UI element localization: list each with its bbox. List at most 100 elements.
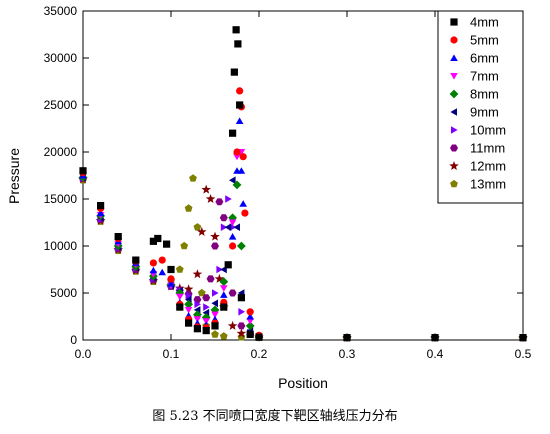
x-tick-label: 0.3 xyxy=(339,347,356,361)
legend-label: 4mm xyxy=(470,15,499,30)
data-point xyxy=(211,299,218,308)
data-point xyxy=(246,312,254,320)
legend-marker xyxy=(450,108,457,116)
data-point xyxy=(167,265,175,274)
data-point xyxy=(167,280,175,287)
data-point xyxy=(228,233,237,240)
x-tick-label: 0.4 xyxy=(427,347,444,361)
legend-marker xyxy=(450,36,458,44)
data-point xyxy=(238,308,245,316)
data-point xyxy=(201,184,211,194)
data-point xyxy=(167,275,175,283)
data-point xyxy=(343,334,351,342)
data-point xyxy=(79,167,87,175)
data-point xyxy=(237,322,246,330)
legend-label: 8mm xyxy=(470,87,499,102)
data-point xyxy=(219,277,229,287)
data-point xyxy=(176,293,184,301)
data-point xyxy=(185,319,193,327)
data-point xyxy=(220,291,228,298)
data-point xyxy=(237,241,246,251)
legend-marker xyxy=(449,89,459,99)
data-point xyxy=(215,198,224,206)
data-point xyxy=(183,284,194,294)
figure-caption: 图 5.23 不同喷口宽度下靶区轴线压力分布 xyxy=(152,409,398,424)
data-point xyxy=(149,237,157,245)
y-tick-label: 10000 xyxy=(44,239,78,253)
legend-label: 10mm xyxy=(470,123,506,138)
data-point xyxy=(232,26,240,34)
data-point xyxy=(176,303,184,311)
y-tick-label: 0 xyxy=(70,333,77,347)
data-point xyxy=(233,148,241,156)
data-point xyxy=(431,334,439,342)
data-point xyxy=(246,318,254,325)
data-point xyxy=(235,117,244,124)
y-tick-label: 35000 xyxy=(44,4,78,18)
data-point xyxy=(203,303,210,311)
data-point xyxy=(224,223,232,231)
legend-label: 7mm xyxy=(470,69,499,84)
data-point xyxy=(185,292,193,300)
data-point xyxy=(233,223,240,231)
data-point xyxy=(220,223,228,231)
legend-label: 12mm xyxy=(470,159,506,174)
x-tick-label: 0.2 xyxy=(251,347,268,361)
legend-marker xyxy=(450,179,458,188)
data-point xyxy=(97,201,105,210)
data-point xyxy=(234,40,242,48)
data-point xyxy=(232,180,242,190)
x-tick-label: 0.0 xyxy=(75,347,92,361)
legend-marker xyxy=(450,54,458,61)
data-point xyxy=(236,87,244,95)
y-tick-label: 25000 xyxy=(44,98,78,112)
data-point xyxy=(158,268,166,276)
data-point xyxy=(184,299,193,309)
series-4mm xyxy=(79,26,527,342)
legend-marker xyxy=(450,18,458,26)
data-point xyxy=(233,153,241,161)
data-point xyxy=(154,234,162,243)
legend-label: 5mm xyxy=(470,33,499,48)
data-point xyxy=(214,273,225,283)
data-point xyxy=(193,325,201,333)
data-point xyxy=(230,68,238,76)
data-point xyxy=(219,332,228,340)
data-point xyxy=(229,223,237,231)
data-point xyxy=(210,231,220,241)
data-point xyxy=(228,219,237,227)
legend-label: 9mm xyxy=(470,105,499,120)
legend-marker xyxy=(450,144,458,152)
x-tick-label: 0.5 xyxy=(515,347,532,361)
y-tick-label: 20000 xyxy=(44,145,78,159)
data-point xyxy=(189,174,197,182)
data-point xyxy=(225,195,232,203)
data-point xyxy=(228,289,237,297)
data-point xyxy=(205,194,216,203)
data-point xyxy=(202,294,211,302)
y-axis: 0 5000 10000 15000 20000 25000 30000 35000 xyxy=(44,4,523,347)
data-point xyxy=(239,200,247,207)
data-point xyxy=(229,129,237,137)
data-point xyxy=(245,321,255,331)
data-point xyxy=(227,320,238,330)
data-point xyxy=(212,289,219,297)
data-point xyxy=(246,308,254,316)
data-point xyxy=(96,209,105,217)
y-tick-label: 15000 xyxy=(44,192,78,206)
legend-label: 11mm xyxy=(470,141,505,156)
data-point xyxy=(184,204,193,212)
data-point xyxy=(193,223,202,231)
data-point xyxy=(180,241,189,250)
data-point xyxy=(197,288,206,297)
data-point xyxy=(224,261,232,269)
data-point xyxy=(211,311,219,319)
legend-label: 13mm xyxy=(470,177,506,192)
data-point xyxy=(216,265,223,274)
data-point xyxy=(220,303,228,311)
legend: 4mm 5mm 6mm 7mm 8mm 9mm 10mm 11mm 12mm 13mm xyxy=(437,10,524,204)
data-point xyxy=(236,328,247,338)
data-point xyxy=(132,256,140,264)
x-axis: 0.0 0.1 0.2 0.3 0.4 0.5 xyxy=(75,11,532,361)
